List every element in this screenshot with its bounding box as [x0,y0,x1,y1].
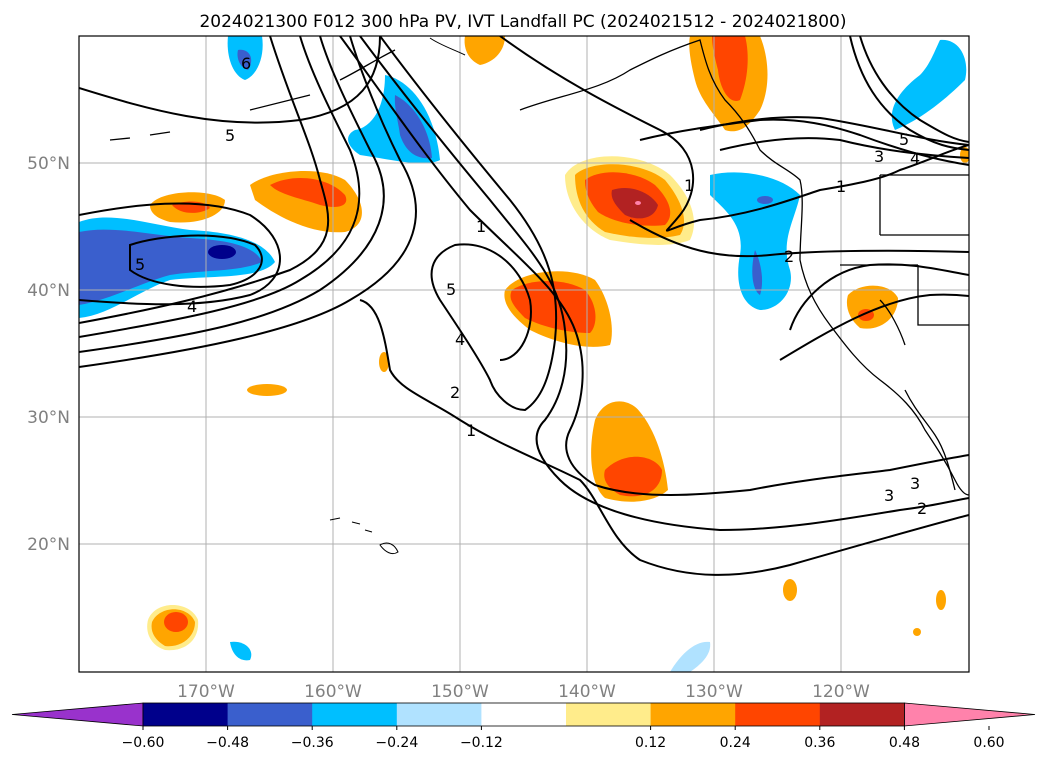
contour-label: 1 [476,217,486,236]
contour-label: 2 [784,247,794,266]
colorbar-segment [819,703,905,726]
contour-label: 2 [917,499,927,518]
gridlines [79,36,969,672]
contour-label: 4 [455,330,465,349]
contour-label: 6 [241,54,251,73]
colorbar-tick-label: −0.12 [460,735,503,751]
colorbar-tick-label: −0.24 [375,735,418,751]
lon-label: 120°W [812,682,870,702]
colorbar-segment [227,703,313,726]
lon-label: 160°W [304,682,362,702]
colorbar-tick-label: −0.36 [291,735,334,751]
contour-label: 4 [910,149,920,168]
contour-label: 1 [836,177,846,196]
lon-label: 170°W [177,682,235,702]
colorbar-border [142,702,905,727]
colorbar-tick-label: 0.60 [973,735,1004,751]
colorbar-tick-label: −0.48 [206,735,249,751]
islands [329,37,466,555]
contour-labels: 6 5 5 4 1 5 4 2 1 1 1 2 3 4 5 3 3 2 [135,54,927,518]
colorbar-tick-label: 0.24 [720,735,751,751]
contour-label: 1 [466,421,476,440]
contour-label: 2 [450,383,460,402]
lon-label: 150°W [431,682,489,702]
colorbar: −0.60 −0.48 −0.36 −0.24 −0.12 0.12 0.24 0.36 0.4… [11,702,1036,751]
contour-label: 3 [874,147,884,166]
lon-label: 130°W [685,682,743,702]
coastlines [109,39,969,496]
colorbar-segment [312,703,398,726]
colorbar-segment [650,703,736,726]
latitude-labels: 50°N 40°N 30°N 20°N [27,154,70,555]
contour-label: 5 [225,126,235,145]
colorbar-tick-label: 0.12 [635,735,666,751]
contour-label: 1 [684,176,694,195]
lat-label: 40°N [27,281,70,301]
colorbar-segment [481,703,567,726]
lon-label: 140°W [558,682,616,702]
contour-label: 5 [899,130,909,149]
colorbar-tick-label: 0.36 [804,735,835,751]
colorbar-segment [396,703,482,726]
lat-label: 50°N [27,154,70,174]
figure-title: 2024021300 F012 300 hPa PV, IVT Landfall… [199,12,846,32]
contour-label: 3 [884,486,894,505]
colorbar-extend-high [904,702,1036,727]
lat-label: 20°N [27,535,70,555]
longitude-labels: 170°W 160°W 150°W 140°W 130°W 120°W [177,682,870,702]
map-border [78,35,970,673]
map-panel: 6 5 5 4 1 5 4 2 1 1 1 2 3 4 5 3 3 2 [79,36,969,672]
colorbar-extend-low [11,702,144,727]
colorbar-tick-label: −0.60 [122,735,165,751]
colorbar-segment [143,703,229,726]
contour-label: 5 [135,255,145,274]
contour-label: 5 [446,280,456,299]
colorbar-segment [566,703,652,726]
colorbar-tick-label: 0.48 [889,735,920,751]
lat-label: 30°N [27,408,70,428]
contour-label: 4 [187,297,197,316]
colorbar-segment [735,703,821,726]
contour-label: 3 [910,474,920,493]
pv-contours [79,36,969,576]
